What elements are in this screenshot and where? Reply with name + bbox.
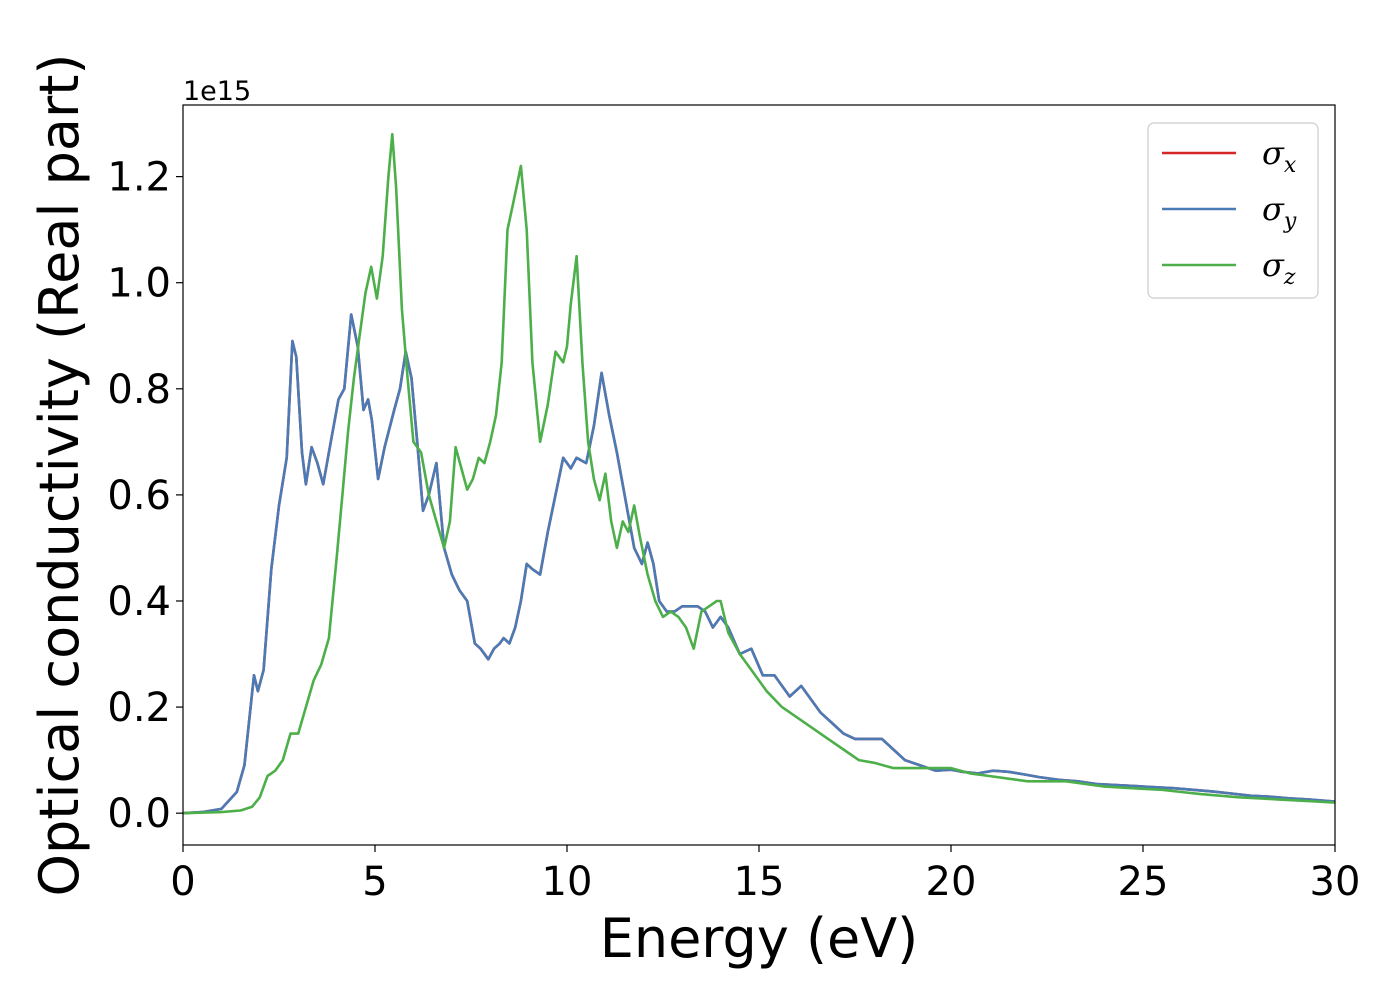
x-tick-label: 10 — [542, 859, 593, 905]
y-tick-label: 1.0 — [107, 261, 171, 307]
y-tick-label: 0.6 — [107, 473, 171, 519]
series-layer — [183, 132, 1335, 815]
x-axis-label: Energy (eV) — [600, 907, 919, 970]
x-tick-label: 5 — [362, 859, 387, 905]
x-tick-label: 30 — [1310, 859, 1361, 905]
legend-box — [1147, 122, 1319, 299]
x-tick-label: 25 — [1118, 859, 1169, 905]
y-axis-ticks: 0.0 0.2 0.4 0.6 0.8 1.0 1.2 — [107, 155, 183, 837]
y-tick-label: 0.0 — [107, 791, 171, 837]
axes-background — [183, 105, 1335, 845]
y-tick-label: 0.2 — [107, 685, 171, 731]
x-tick-label: 20 — [926, 859, 977, 905]
y-tick-label: 0.4 — [107, 579, 171, 625]
x-tick-label: 0 — [170, 859, 195, 905]
y-axis-label: Optical conductivity (Real part) — [28, 54, 91, 897]
y-tick-label: 0.8 — [107, 367, 171, 413]
y-tick-label: 1.2 — [107, 155, 171, 201]
x-tick-label: 15 — [734, 859, 785, 905]
y-offset-label: 1e15 — [183, 76, 251, 107]
x-axis-ticks: 0 5 10 15 20 25 30 — [170, 845, 1360, 905]
plot-area — [182, 104, 1336, 846]
series-line-z — [183, 132, 1335, 815]
